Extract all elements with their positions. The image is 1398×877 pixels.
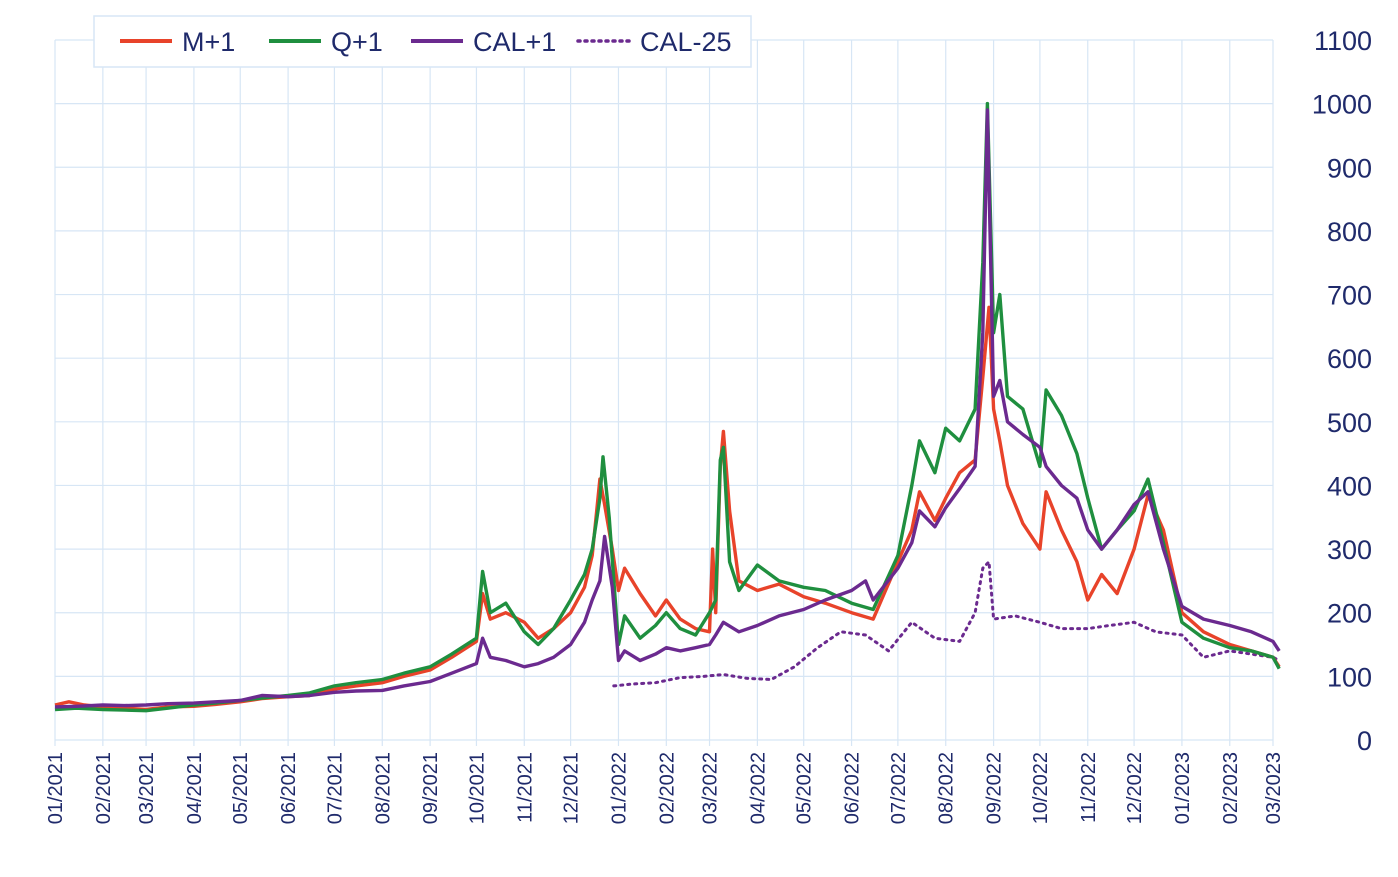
x-tick-label: 10/2022 [1030,752,1052,824]
x-tick-label: 07/2021 [324,752,346,824]
y-tick-label: 1100 [1314,26,1372,56]
y-tick-label: 500 [1327,408,1372,438]
x-tick-label: 03/2023 [1263,752,1285,824]
series-line-cal1 [54,108,1281,709]
x-tick-label: 12/2022 [1124,752,1146,824]
series-layer [54,101,1281,713]
legend-label-cal25: CAL-25 [640,27,732,57]
y-axis-tick-labels: 0 100 200 300 400 500 600 700 800 900 1000 1100 [1312,26,1372,756]
y-tick-label: 700 [1327,281,1372,311]
x-tick-label: 01/2022 [608,752,630,824]
y-tick-label: 600 [1327,344,1372,374]
x-tick-label: 03/2022 [700,752,722,824]
x-tick-label: 05/2021 [230,752,252,824]
legend-entry-q1: Q+1 [269,27,383,57]
legend-label-cal1: CAL+1 [473,27,556,57]
legend: M+1 Q+1 CAL+1 CAL-25 [93,15,752,68]
x-tick-label: 02/2022 [656,752,678,824]
legend-label-q1: Q+1 [331,27,383,57]
x-tick-label: 12/2021 [561,752,583,824]
x-tick-label: 06/2021 [278,752,300,824]
x-tick-label: 08/2021 [372,752,394,824]
x-tick-label: 01/2021 [45,752,67,824]
x-tick-label: 01/2023 [1172,752,1194,824]
legend-label-m1: M+1 [182,27,235,57]
legend-entry-cal25: CAL-25 [576,27,732,57]
x-tick-label: 09/2021 [420,752,442,824]
grid-lines [54,39,1274,746]
x-tick-label: 06/2022 [842,752,864,824]
series-line-cal25 [612,560,1281,688]
series-line-q1 [54,101,1281,713]
series-line-m1 [54,305,1281,712]
y-tick-label: 100 [1327,662,1372,692]
y-tick-label: 800 [1327,217,1372,247]
x-tick-label: 11/2021 [514,752,536,823]
x-tick-label: 07/2022 [888,752,910,824]
x-tick-label: 03/2021 [136,752,158,824]
y-tick-label: 400 [1327,471,1372,501]
y-tick-label: 1000 [1312,90,1372,120]
y-tick-label: 0 [1357,726,1372,756]
x-tick-label: 02/2023 [1220,752,1242,824]
x-tick-label: 02/2021 [93,752,115,824]
y-tick-label: 900 [1327,153,1372,183]
x-tick-label: 04/2021 [184,752,206,824]
x-tick-label: 09/2022 [984,752,1006,824]
y-tick-label: 200 [1327,599,1372,629]
legend-entry-m1: M+1 [120,27,235,57]
x-tick-label: 08/2022 [936,752,958,824]
legend-entry-cal1: CAL+1 [411,27,556,57]
x-axis-tick-labels: 01/2021 02/2021 03/2021 04/2021 05/2021 06/20… [45,752,1285,824]
x-tick-label: 04/2022 [747,752,769,824]
x-tick-label: 05/2022 [794,752,816,824]
x-tick-label: 11/2022 [1078,752,1100,823]
x-tick-label: 10/2021 [466,752,488,824]
y-tick-label: 300 [1327,535,1372,565]
